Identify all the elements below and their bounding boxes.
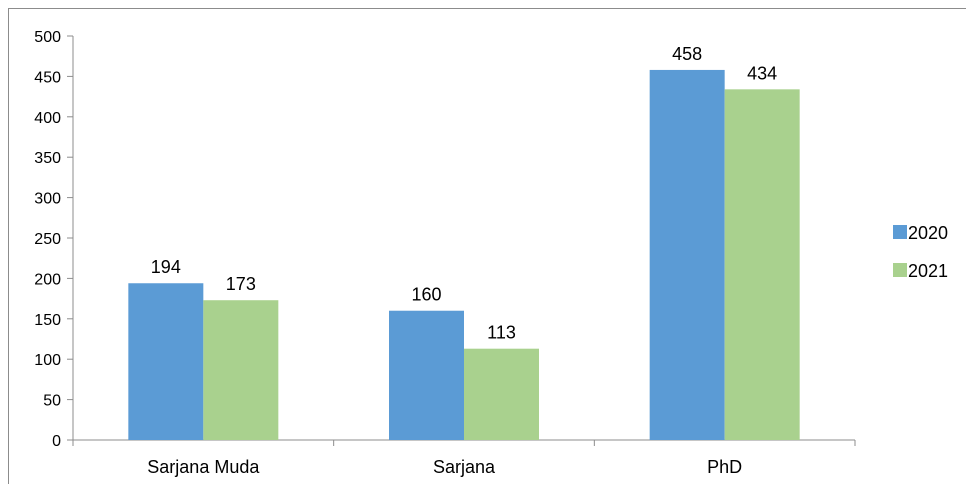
x-category-label: Sarjana Muda — [147, 457, 260, 477]
y-tick-label: 300 — [34, 191, 61, 208]
data-label: 113 — [487, 323, 516, 343]
y-tick-label: 450 — [34, 69, 61, 86]
legend-label-2020: 2020 — [908, 223, 948, 243]
data-label: 434 — [747, 63, 777, 83]
bar-2021-sarjana — [464, 348, 539, 440]
data-label: 160 — [411, 285, 441, 305]
y-tick-label: 100 — [34, 352, 61, 369]
x-category-label: PhD — [707, 457, 742, 477]
y-tick-label: 500 — [34, 29, 61, 46]
legend-label-2021: 2021 — [908, 261, 948, 281]
legend-swatch-2020 — [893, 225, 907, 239]
bar-2020-sarjana — [389, 310, 464, 440]
y-tick-label: 0 — [52, 433, 61, 450]
bar-2020-phd — [649, 69, 725, 440]
data-label: 194 — [151, 257, 181, 277]
bar-2020-sarjana-muda — [128, 283, 204, 440]
bar-2021-sarjana-muda — [203, 300, 279, 440]
y-tick-label: 50 — [43, 393, 61, 410]
y-tick-label: 150 — [34, 312, 61, 329]
bar-2021-phd — [724, 89, 800, 440]
chart-bars — [128, 69, 800, 440]
x-category-label: Sarjana — [433, 457, 496, 477]
data-label: 458 — [672, 44, 702, 64]
y-tick-label: 350 — [34, 150, 61, 167]
data-label: 173 — [226, 274, 256, 294]
y-tick-label: 200 — [34, 271, 61, 288]
chart-data-labels: 194 173 160 113 458 434 — [151, 44, 777, 343]
chart-legend: 2020 2021 — [893, 223, 948, 281]
y-tick-label: 250 — [34, 231, 61, 248]
y-tick-label: 400 — [34, 110, 61, 127]
legend-swatch-2021 — [893, 263, 907, 277]
